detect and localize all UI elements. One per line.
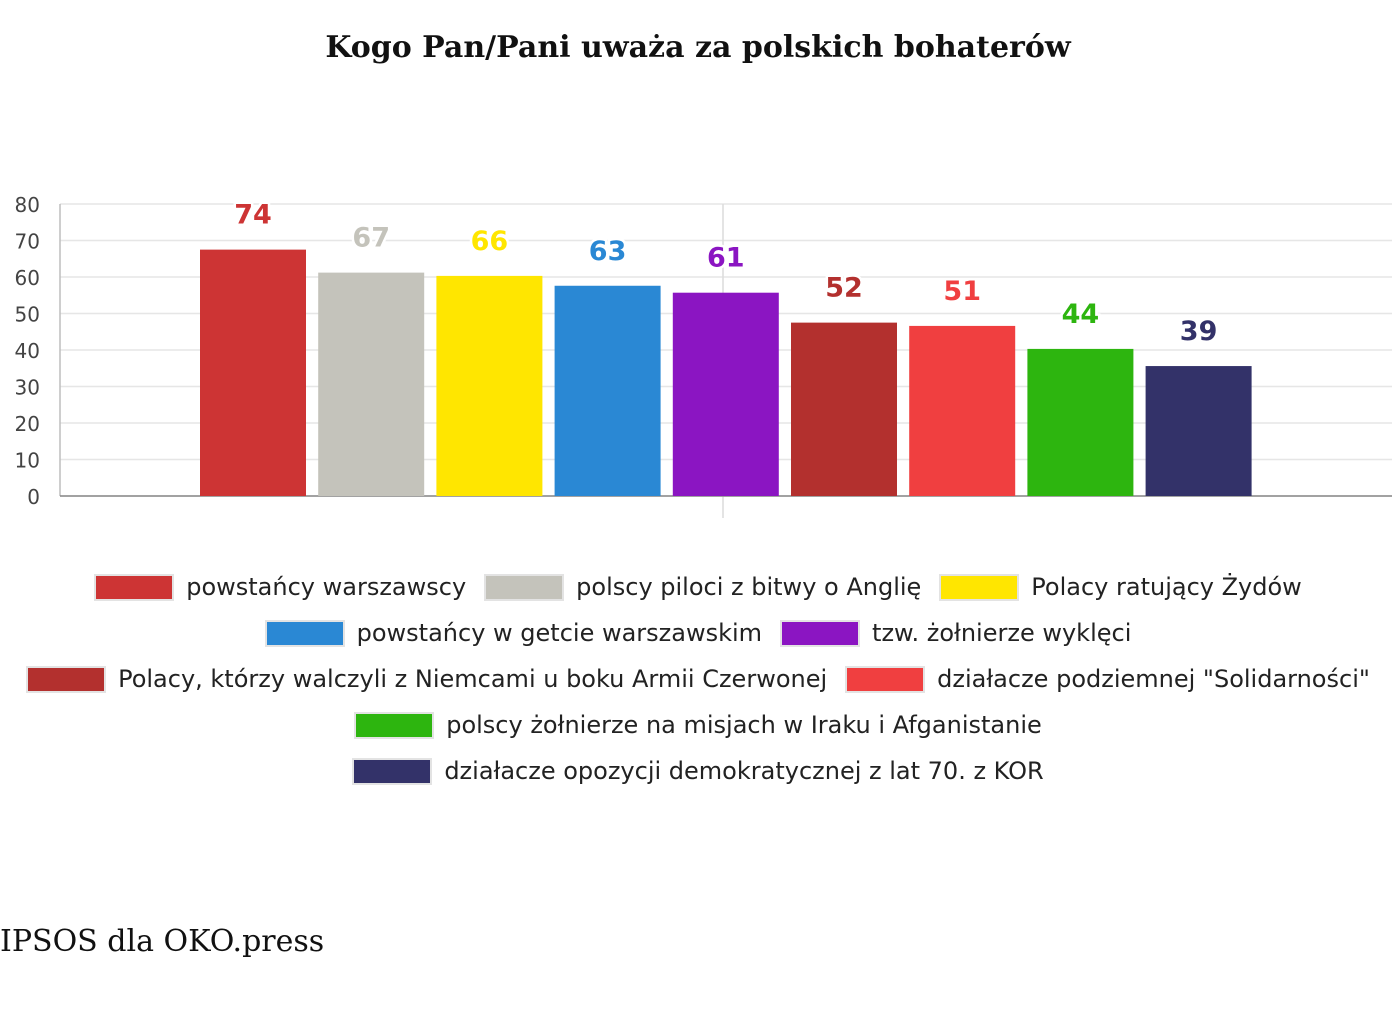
legend-item-powstancy-w-getcie[interactable]: powstańcy w getcie warszawskim xyxy=(264,619,763,647)
legend-label: działacze opozycji demokratycznej z lat … xyxy=(444,757,1044,785)
legend-row: Polacy, którzy walczyli z Niemcami u bok… xyxy=(0,656,1396,702)
bar xyxy=(672,292,779,496)
bar xyxy=(1145,366,1252,496)
y-tick-label: 10 xyxy=(15,449,40,473)
legend-row: powstańcy w getcie warszawskim tzw. żołn… xyxy=(0,610,1396,656)
bar-chart: 0 10 20 30 40 50 60 70 80 74 67 66 63 61 52 51 44 39 xyxy=(15,193,1392,518)
legend-label: powstańcy w getcie warszawskim xyxy=(356,619,763,647)
legend-row: polscy żołnierze na misjach w Iraku i Af… xyxy=(0,702,1396,748)
legend-swatch xyxy=(26,665,107,693)
legend-item-zolnierze-wykleci[interactable]: tzw. żołnierze wyklęci xyxy=(780,619,1131,647)
y-tick-label: 60 xyxy=(15,266,40,290)
legend-label: tzw. żołnierze wyklęci xyxy=(872,619,1132,647)
legend-item-solidarnosc[interactable]: działacze podziemnej "Solidarności" xyxy=(845,665,1370,693)
y-tick-label: 20 xyxy=(15,412,40,436)
legend-swatch xyxy=(939,573,1020,601)
data-label: 66 xyxy=(471,226,509,257)
y-tick-label: 80 xyxy=(15,193,40,217)
legend-item-kor[interactable]: działacze opozycji demokratycznej z lat … xyxy=(352,757,1044,785)
bar xyxy=(1027,348,1134,496)
legend-item-polscy-piloci[interactable]: polscy piloci z bitwy o Anglię xyxy=(484,573,921,601)
bar xyxy=(436,275,543,496)
bar xyxy=(791,322,897,496)
data-label: 44 xyxy=(1062,299,1100,330)
chart-legend: powstańcy warszawscy polscy piloci z bit… xyxy=(0,564,1396,794)
legend-swatch xyxy=(94,573,175,601)
legend-item-polacy-ratujacy-zydow[interactable]: Polacy ratujący Żydów xyxy=(939,573,1302,601)
bar xyxy=(909,325,1016,496)
source-note: IPSOS dla OKO.press xyxy=(0,924,325,959)
chart-title: Kogo Pan/Pani uważa za polskich bohateró… xyxy=(325,30,1071,65)
legend-swatch xyxy=(845,665,926,693)
bar xyxy=(318,272,425,496)
legend-swatch xyxy=(352,757,433,785)
legend-label: Polacy, którzy walczyli z Niemcami u bok… xyxy=(118,665,828,693)
legend-label: Polacy ratujący Żydów xyxy=(1031,573,1302,601)
legend-item-misje-irak-afganistan[interactable]: polscy żołnierze na misjach w Iraku i Af… xyxy=(354,711,1042,739)
legend-item-powstancy-warszawscy[interactable]: powstańcy warszawscy xyxy=(94,573,466,601)
legend-swatch xyxy=(484,573,565,601)
data-label: 67 xyxy=(352,223,390,254)
data-label: 63 xyxy=(589,236,627,267)
legend-label: powstańcy warszawscy xyxy=(186,573,467,601)
legend-swatch xyxy=(780,619,861,647)
data-label: 39 xyxy=(1180,316,1218,347)
legend-swatch xyxy=(354,711,435,739)
legend-row: działacze opozycji demokratycznej z lat … xyxy=(0,748,1396,794)
data-label: 61 xyxy=(707,243,745,274)
y-tick-label: 0 xyxy=(27,485,40,509)
y-tick-label: 30 xyxy=(15,376,40,400)
legend-label: działacze podziemnej "Solidarności" xyxy=(937,665,1370,693)
legend-item-armia-czerwona[interactable]: Polacy, którzy walczyli z Niemcami u bok… xyxy=(26,665,827,693)
bar xyxy=(200,249,306,496)
legend-label: polscy żołnierze na misjach w Iraku i Af… xyxy=(446,711,1042,739)
legend-label: polscy piloci z bitwy o Anglię xyxy=(576,573,922,601)
data-label: 52 xyxy=(825,273,863,304)
legend-row: powstańcy warszawscy polscy piloci z bit… xyxy=(0,564,1396,610)
legend-swatch xyxy=(264,619,345,647)
y-tick-label: 70 xyxy=(15,230,40,254)
y-tick-label: 40 xyxy=(15,339,40,363)
bar xyxy=(554,285,661,496)
data-label: 74 xyxy=(234,200,272,231)
data-label: 51 xyxy=(943,276,981,307)
y-tick-label: 50 xyxy=(15,303,40,327)
